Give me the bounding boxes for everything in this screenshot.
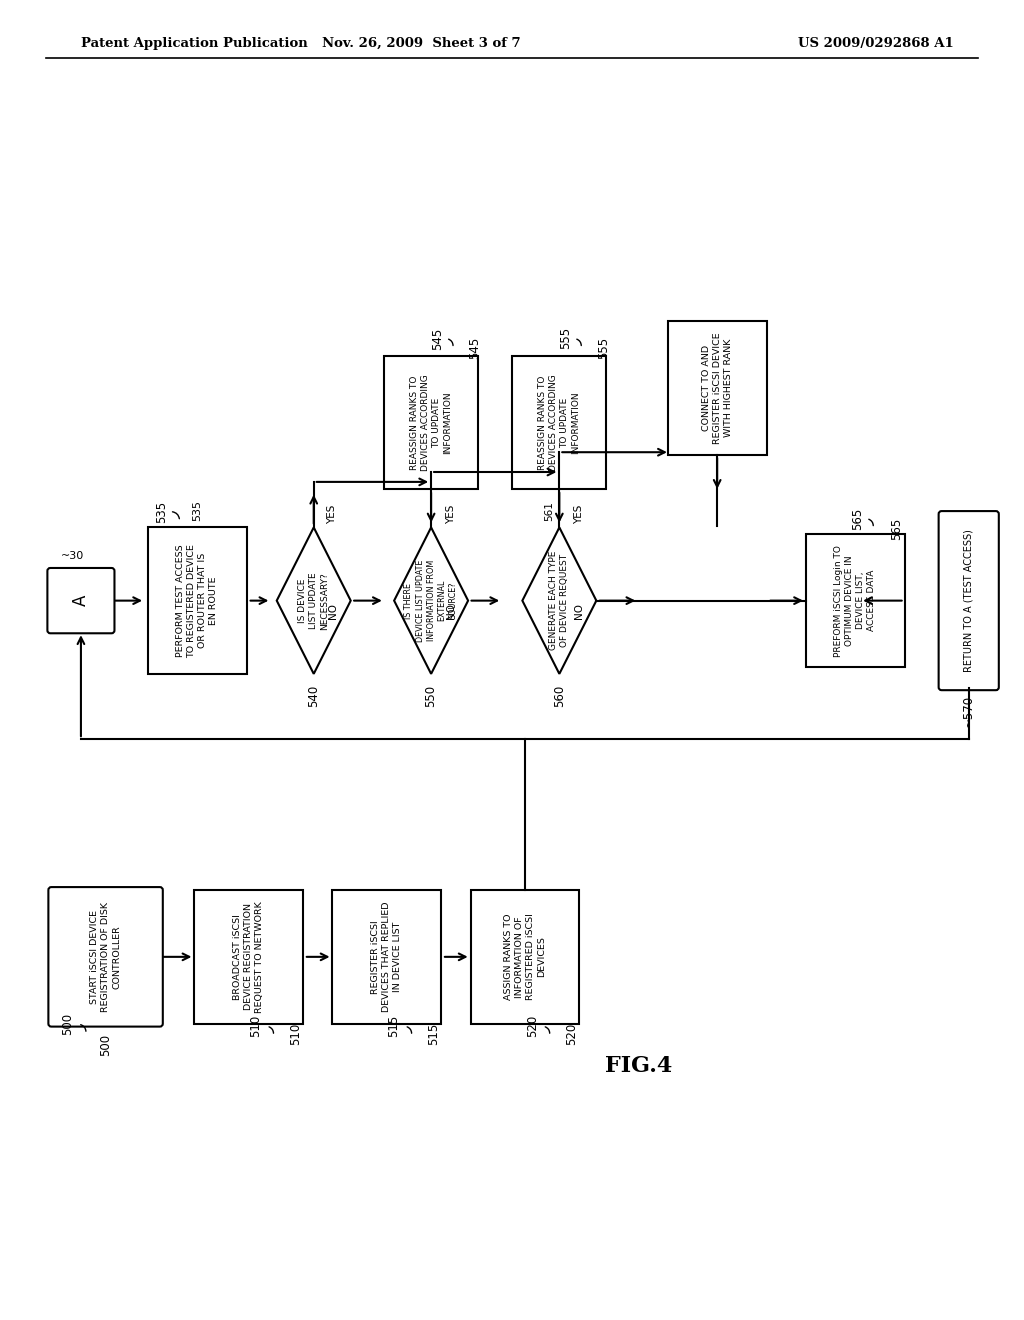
Text: 500: 500 (61, 1012, 74, 1035)
Text: NO: NO (445, 602, 456, 619)
Text: IS THERE
DEVICE LIST UPDATE
INFORMATION FROM
EXTERNAL
SOURCE?: IS THERE DEVICE LIST UPDATE INFORMATION … (404, 560, 458, 642)
Text: Patent Application Publication: Patent Application Publication (81, 37, 307, 50)
Text: 515: 515 (387, 1015, 400, 1038)
Polygon shape (276, 528, 350, 673)
Bar (333, 890, 441, 1023)
Text: GENERATE EACH TYPE
OF DEVICE REQUEST: GENERATE EACH TYPE OF DEVICE REQUEST (549, 550, 569, 651)
Polygon shape (394, 528, 468, 673)
Text: Nov. 26, 2009  Sheet 3 of 7: Nov. 26, 2009 Sheet 3 of 7 (322, 37, 520, 50)
Text: 555: 555 (559, 327, 572, 350)
Text: 510: 510 (289, 1023, 302, 1045)
Text: REASSIGN RANKS TO
DEVICES ACCORDING
TO UPDATE
INFORMATION: REASSIGN RANKS TO DEVICES ACCORDING TO U… (410, 374, 453, 471)
Bar (668, 321, 767, 454)
FancyBboxPatch shape (939, 511, 998, 690)
Text: PREFORM iSCSI Login TO
OPTIMUM DEVICE IN
DEVICE LIST,
ACCESS DATA: PREFORM iSCSI Login TO OPTIMUM DEVICE IN… (835, 545, 877, 656)
Text: REGISTER iSCSI
DEVICES THAT REPLIED
IN DEVICE LIST: REGISTER iSCSI DEVICES THAT REPLIED IN D… (371, 902, 402, 1012)
Text: START iSCSI DEVICE
REGISTRATION OF DISK
CONTROLLER: START iSCSI DEVICE REGISTRATION OF DISK … (90, 902, 121, 1012)
Text: NO: NO (574, 602, 584, 619)
Text: A: A (72, 595, 90, 606)
Text: YES: YES (328, 506, 338, 524)
Bar (512, 355, 606, 490)
Text: 545: 545 (431, 327, 444, 350)
Text: ~30: ~30 (61, 550, 84, 561)
Text: RETURN TO A (TEST ACCESS): RETURN TO A (TEST ACCESS) (964, 529, 974, 672)
Text: ~570: ~570 (963, 694, 975, 727)
Text: NO: NO (328, 602, 338, 619)
Text: 555: 555 (597, 337, 610, 359)
Text: 535: 535 (155, 500, 168, 523)
Text: 520: 520 (525, 1015, 539, 1038)
FancyBboxPatch shape (48, 887, 163, 1027)
Text: 500: 500 (99, 1034, 112, 1056)
Text: YES: YES (445, 506, 456, 524)
Text: 545: 545 (469, 337, 481, 359)
Polygon shape (522, 528, 596, 673)
Text: 510: 510 (250, 1015, 262, 1038)
Text: REASSIGN RANKS TO
DEVICES ACCORDING
TO UPDATE
INFORMATION: REASSIGN RANKS TO DEVICES ACCORDING TO U… (539, 374, 581, 471)
Text: US 2009/0292868 A1: US 2009/0292868 A1 (798, 37, 954, 50)
Text: 540: 540 (307, 685, 321, 708)
Text: 565: 565 (890, 517, 903, 540)
Text: 520: 520 (565, 1023, 579, 1045)
Text: 535: 535 (193, 500, 203, 521)
Text: 565: 565 (851, 507, 864, 529)
Text: IS DEVICE
LIST UPDATE
NECESSARY?: IS DEVICE LIST UPDATE NECESSARY? (298, 572, 330, 630)
Text: CONNECT TO AND
REGISTER iSCSI DEVICE
WITH HIGHEST RANK: CONNECT TO AND REGISTER iSCSI DEVICE WIT… (701, 333, 733, 444)
Text: 561: 561 (545, 502, 554, 521)
Text: FIG.4: FIG.4 (604, 1055, 672, 1077)
Text: ASSIGN RANKS TO
INFORMATION OF
REGISTERED iSCSI
DEVICES: ASSIGN RANKS TO INFORMATION OF REGISTERE… (504, 913, 546, 1001)
Text: 515: 515 (427, 1023, 440, 1045)
Bar (806, 533, 904, 668)
Bar (195, 890, 303, 1023)
Text: 560: 560 (553, 685, 566, 708)
Text: YES: YES (574, 506, 584, 524)
Bar (148, 528, 247, 673)
Text: PERFORM TEST ACCESS
TO REGISTERED DEVICE
OR ROUTER THAT IS
EN ROUTE: PERFORM TEST ACCESS TO REGISTERED DEVICE… (176, 544, 218, 657)
Text: BROADCAST iSCSI
DEVICE REGISTRATION
REQUEST TO NETWORK: BROADCAST iSCSI DEVICE REGISTRATION REQU… (233, 902, 264, 1012)
Bar (471, 890, 580, 1023)
Bar (384, 355, 478, 490)
FancyBboxPatch shape (47, 568, 115, 634)
Text: 550: 550 (425, 685, 437, 708)
